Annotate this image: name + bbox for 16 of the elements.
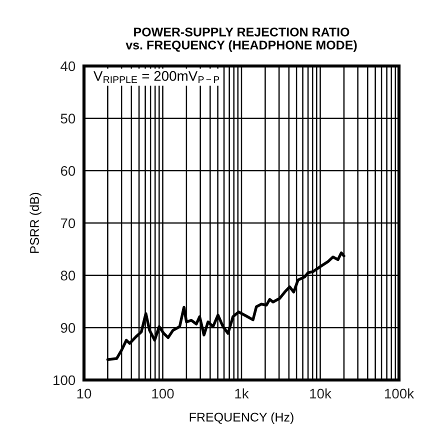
x-tick-label: 100k — [385, 388, 414, 399]
y-tick-label: 80 — [60, 270, 76, 281]
y-tick-label: 40 — [60, 61, 76, 72]
y-tick-label: 60 — [60, 166, 76, 176]
x-axis-title: FREQUENCY (Hz) — [190, 412, 294, 424]
y-axis-title: PSRR (dB) — [30, 192, 42, 253]
chart-title: POWER-SUPPLY REJECTION RATIO vs. FREQUENCY (HEADPHONE MODE) — [126, 28, 357, 52]
y-tick-label: 90 — [60, 323, 76, 333]
x-tick-label: 10k — [310, 388, 332, 399]
y-tick-label: 50 — [60, 114, 76, 124]
x-tick-label: 10 — [77, 388, 92, 399]
x-tick-label: 1k — [235, 388, 249, 398]
annotation: V$_{RIPPLE}$ = 200mV$_{P−P}$ — [94, 71, 220, 83]
y-tick-label: 70 — [60, 218, 76, 228]
x-tick-label: 100 — [152, 388, 174, 399]
y-tick-label: 100 — [54, 375, 76, 386]
